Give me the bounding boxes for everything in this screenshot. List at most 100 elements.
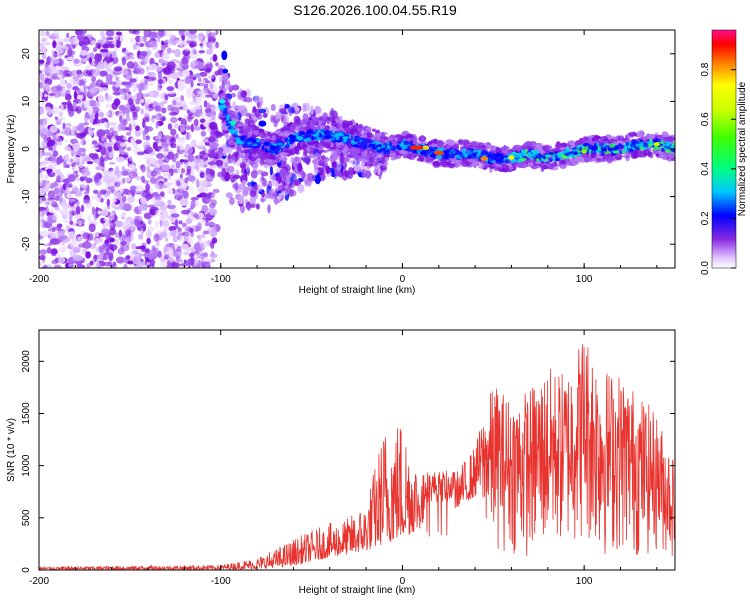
noise-blob	[134, 92, 142, 100]
noise-blob	[114, 170, 124, 176]
noise-blob	[113, 191, 122, 198]
mid-blob	[246, 167, 251, 176]
noise-blob	[95, 101, 100, 107]
band-halo	[649, 134, 656, 139]
noise-blob	[194, 253, 198, 260]
band-halo	[433, 162, 441, 167]
band-core	[225, 123, 232, 127]
noise-blob	[105, 93, 113, 103]
noise-blob	[129, 37, 135, 43]
noise-blob	[149, 177, 158, 184]
noise-blob	[89, 57, 92, 64]
band-core	[490, 157, 495, 161]
noise-blob	[190, 186, 194, 194]
noise-blob	[145, 196, 150, 202]
noise-blob	[127, 94, 132, 99]
noise-blob	[56, 223, 63, 228]
band-halo	[239, 149, 245, 154]
noise-blob	[179, 263, 189, 267]
noise-blob	[108, 228, 117, 236]
mid-blob	[344, 156, 350, 163]
band-halo	[378, 157, 383, 162]
band-halo	[314, 140, 320, 148]
noise-blob	[145, 229, 152, 238]
mid-blob	[258, 120, 267, 127]
band-halo	[236, 123, 244, 127]
noise-blob	[115, 40, 121, 49]
mid-blob	[321, 161, 329, 167]
noise-blob	[116, 136, 123, 142]
noise-blob	[170, 71, 180, 80]
band-core	[307, 129, 313, 133]
noise-blob	[63, 37, 72, 43]
noise-blob	[208, 75, 212, 82]
noise-blob	[67, 263, 75, 268]
noise-blob	[47, 190, 56, 200]
mid-blob	[278, 193, 285, 201]
noise-blob	[167, 199, 172, 205]
band-core	[448, 150, 455, 154]
noise-blob	[186, 131, 190, 141]
noise-blob	[151, 263, 155, 268]
noise-blob	[118, 105, 126, 111]
noise-blob	[188, 101, 195, 106]
band-halo	[303, 119, 308, 123]
noise-blob	[105, 221, 113, 227]
noise-blob	[183, 190, 189, 200]
band-core	[342, 136, 349, 140]
mid-blob	[293, 179, 302, 186]
band-core	[430, 148, 436, 152]
noise-blob	[60, 104, 64, 110]
noise-blob	[144, 102, 149, 111]
noise-blob	[83, 176, 88, 181]
band-core	[521, 151, 526, 157]
band-core	[538, 154, 546, 159]
band-core	[643, 142, 649, 148]
noise-blob	[102, 43, 110, 49]
noise-blob	[164, 39, 169, 45]
noise-blob	[90, 220, 97, 224]
noise-blob	[113, 66, 123, 72]
noise-blob	[132, 112, 138, 121]
band-core	[243, 135, 247, 140]
noise-blob	[170, 142, 174, 148]
noise-blob	[137, 209, 142, 215]
band-core	[609, 143, 616, 149]
band-core	[356, 138, 361, 142]
noise-blob	[163, 145, 169, 153]
band-core	[252, 146, 259, 149]
band-core	[619, 149, 622, 154]
noise-blob	[136, 222, 142, 230]
noise-blob	[43, 152, 53, 157]
band-core	[635, 143, 642, 147]
noise-blob	[205, 149, 209, 154]
noise-blob	[161, 164, 170, 172]
noise-blob	[92, 47, 98, 53]
band-halo	[228, 139, 236, 146]
noise-blob	[164, 30, 172, 37]
noise-blob	[208, 32, 216, 37]
mid-blob	[310, 105, 314, 115]
noise-blob	[65, 56, 75, 61]
mid-blob	[253, 184, 259, 191]
band-halo	[271, 134, 276, 141]
band-halo	[225, 105, 233, 109]
noise-blob	[65, 225, 70, 229]
noise-blob	[184, 146, 194, 155]
band-core	[661, 147, 665, 152]
noise-blob	[108, 110, 112, 118]
band-core	[562, 151, 567, 154]
band-core	[400, 142, 405, 148]
noise-blob	[118, 229, 123, 238]
noise-blob	[78, 100, 83, 107]
band-halo	[578, 139, 584, 144]
noise-blob	[200, 130, 207, 137]
mid-blob	[249, 195, 257, 205]
noise-blob	[119, 118, 128, 126]
noise-blob	[145, 135, 150, 141]
noise-blob	[148, 127, 152, 132]
noise-blob	[176, 180, 181, 187]
band-halo	[390, 155, 396, 161]
noise-blob	[196, 234, 202, 239]
noise-blob	[196, 91, 203, 95]
